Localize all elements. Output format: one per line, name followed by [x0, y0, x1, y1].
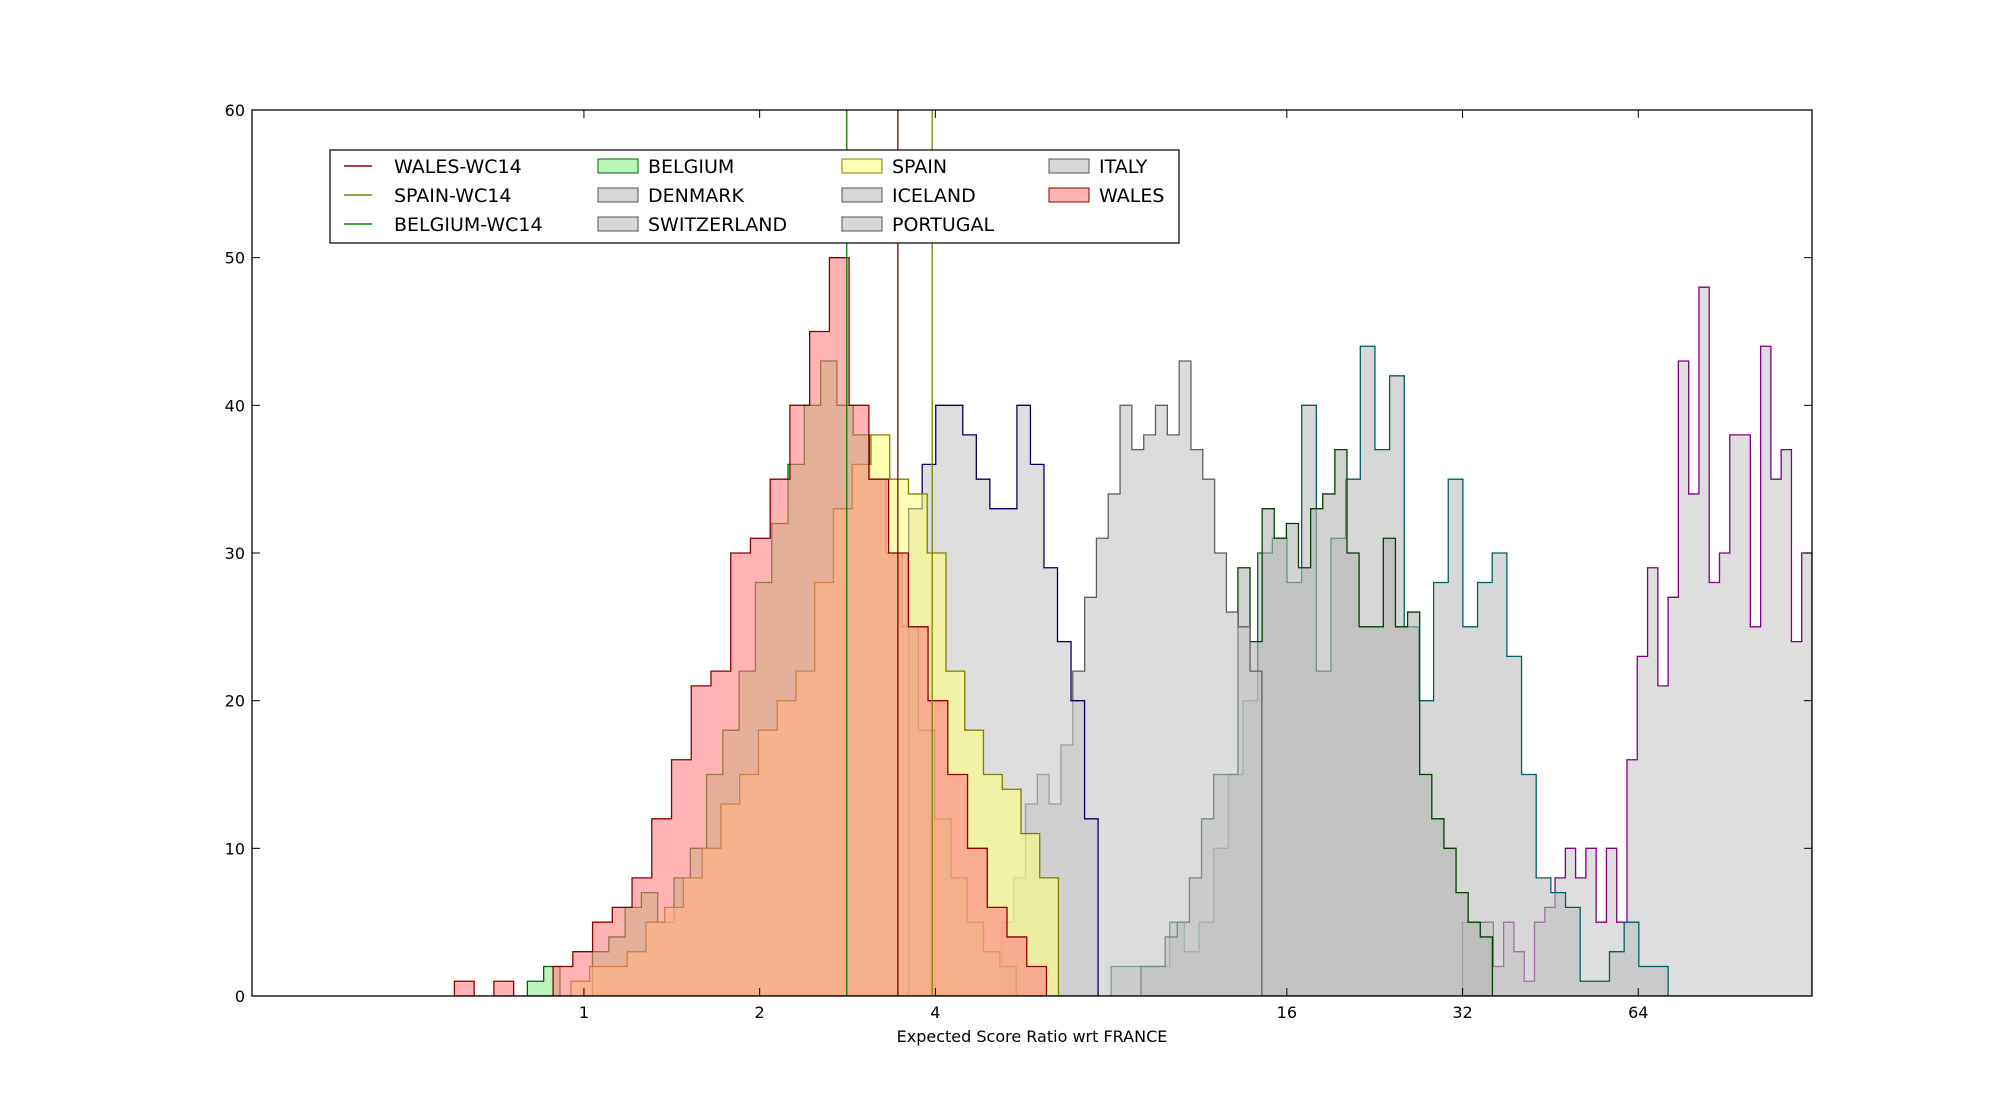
x-axis-label: Expected Score Ratio wrt FRANCE — [897, 1027, 1168, 1046]
legend-item-portugal: PORTUGAL — [841, 214, 994, 236]
legend-patch-swatch — [841, 216, 883, 232]
legend-label: DENMARK — [648, 185, 744, 207]
legend-label: SWITZERLAND — [648, 214, 787, 236]
y-tick-label: 40 — [225, 396, 245, 415]
legend-label: SPAIN — [892, 156, 947, 178]
legend-item-iceland: ICELAND — [841, 185, 976, 207]
histogram-series-layer — [453, 257, 1812, 996]
legend-patch-swatch — [841, 158, 883, 174]
y-tick-label: 20 — [225, 692, 245, 711]
legend-label: SPAIN-WC14 — [394, 185, 511, 207]
legend-label: WALES — [1099, 185, 1164, 207]
legend-item-spain-wc14: SPAIN-WC14 — [344, 185, 511, 207]
legend-item-switzerland: SWITZERLAND — [597, 214, 787, 236]
legend-label: ITALY — [1099, 156, 1148, 178]
x-axis-ticks: 1 2 4 16 32 64 — [579, 110, 1648, 1022]
y-tick-label: 10 — [225, 839, 245, 858]
legend-patch-swatch — [841, 187, 883, 203]
y-tick-label: 60 — [225, 101, 245, 120]
legend-item-spain: SPAIN — [841, 156, 947, 178]
y-axis-ticks: 0 10 20 30 40 50 60 — [225, 101, 1812, 1006]
legend-label: BELGIUM-WC14 — [394, 214, 543, 236]
x-tick-label: 1 — [579, 1003, 589, 1022]
legend-item-denmark: DENMARK — [597, 185, 744, 207]
legend-patch-swatch — [597, 158, 639, 174]
legend-item-italy: ITALY — [1048, 156, 1148, 178]
legend-item-belgium: BELGIUM — [597, 156, 734, 178]
legend-label: PORTUGAL — [892, 214, 994, 236]
legend: WALES-WC14 SPAIN-WC14 BELGIUM-WC14 BELGIUM D… — [329, 149, 1180, 244]
y-tick-label: 50 — [225, 249, 245, 268]
x-tick-label: 2 — [755, 1003, 765, 1022]
y-tick-label: 30 — [225, 544, 245, 563]
x-tick-label: 64 — [1628, 1003, 1648, 1022]
legend-patch-swatch — [1048, 187, 1090, 203]
legend-label: BELGIUM — [648, 156, 734, 178]
x-tick-label: 32 — [1452, 1003, 1472, 1022]
legend-item-wales-wc14: WALES-WC14 — [344, 156, 522, 178]
legend-patch-swatch — [597, 187, 639, 203]
legend-label: WALES-WC14 — [394, 156, 522, 178]
y-tick-label: 0 — [235, 987, 245, 1006]
legend-item-belgium-wc14: BELGIUM-WC14 — [344, 214, 543, 236]
legend-patch-swatch — [1048, 158, 1090, 174]
x-tick-label: 4 — [930, 1003, 940, 1022]
legend-box — [329, 149, 1180, 244]
legend-item-wales: WALES — [1048, 185, 1164, 207]
x-tick-label: 16 — [1277, 1003, 1297, 1022]
reference-lines-layer — [846, 110, 933, 996]
legend-patch-swatch — [597, 216, 639, 232]
legend-label: ICELAND — [892, 185, 976, 207]
